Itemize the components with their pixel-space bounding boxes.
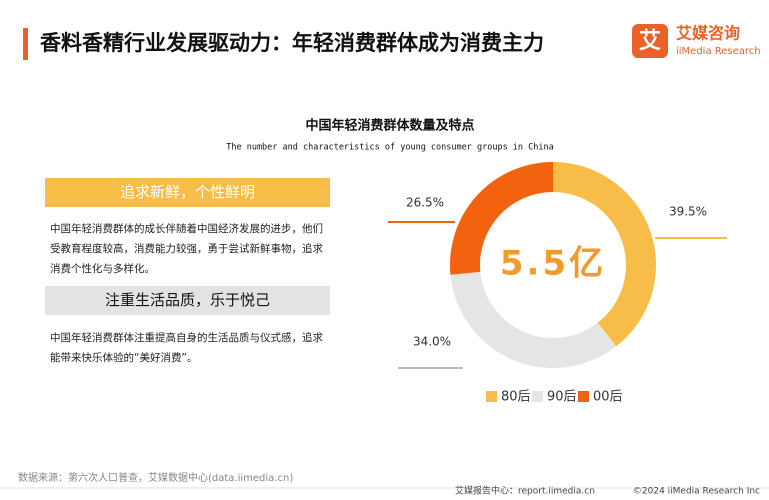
footer-source: 数据来源：第六次人口普查，艾媒数据中心(data.iimedia.cn) [18,471,293,484]
legend-label: 80后 [501,390,531,405]
panel-text: 中国年轻消费群体注重提高自身的生活品质与仪式感，追求能带来快乐体验的“美好消费”… [50,332,323,364]
donut-segment [450,271,617,369]
chart-subtitle: The number and characteristics of young … [226,143,554,153]
chart-title: 中国年轻消费群体数量及特点 [305,118,474,134]
logo-cn: 艾媒咨询 [676,24,740,43]
value-label: 34.0% [413,335,451,349]
title-bar [23,28,28,60]
value-label: 26.5% [406,196,444,210]
donut-segment [450,162,553,275]
donut-segment [553,162,657,347]
page-title: 香料香精行业发展驱动力：年轻消费群体成为消费主力 [40,31,544,55]
logo-icon [632,24,668,58]
panel-heading: 追求新鲜，个性鲜明 [45,178,330,207]
legend-swatch [578,391,589,402]
value-label: 39.5% [669,205,707,219]
legend-label: 00后 [593,390,623,405]
legend-swatch [532,391,543,402]
logo-icon-text: 艾 [639,29,661,54]
logo-en: iiMedia Research [676,46,761,57]
center-label: 5.5亿 [500,244,606,284]
panel-text: 中国年轻消费群体的成长伴随着中国经济发展的进步，他们受教育程度较高，消费能力较强… [50,223,323,275]
legend-swatch [486,391,497,402]
footer-copyright: ©2024 iiMedia Research Inc [633,487,760,497]
legend-label: 90后 [547,390,577,405]
footer-center: 艾媒报告中心：report.iimedia.cn [455,485,595,497]
panel-heading: 注重生活品质，乐于悦己 [45,286,330,315]
